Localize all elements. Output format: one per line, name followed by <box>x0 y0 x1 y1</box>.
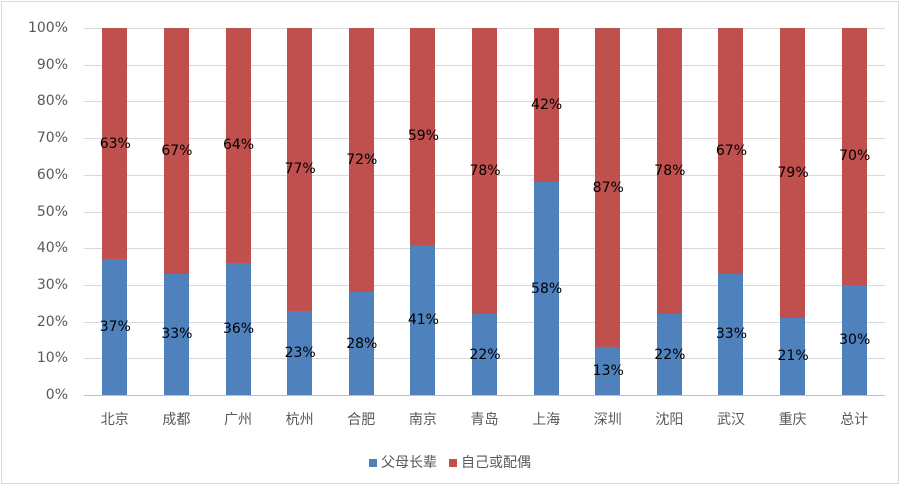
data-label: 79% <box>777 164 809 181</box>
data-label: 42% <box>531 97 563 114</box>
data-label: 33% <box>715 326 748 343</box>
legend-label: 自己或配偶 <box>461 455 531 471</box>
data-label: 64% <box>222 137 255 154</box>
data-label: 78% <box>654 163 686 180</box>
bar-stack[interactable]: 37% 63% <box>100 28 131 395</box>
data-label: 22% <box>469 346 501 363</box>
data-label: 63% <box>99 135 131 152</box>
x-tick-label: 总计 <box>840 412 869 428</box>
plot-area: 37% 63% 33% 67% 36% 64% 23% 77% 28% 72% 41% 59% 22% 7… <box>84 28 885 396</box>
bar-stack[interactable]: 22% 78% <box>469 28 501 395</box>
bar-stack[interactable]: 36% 64% <box>223 28 254 395</box>
bar-segment[interactable] <box>287 28 313 311</box>
data-label: 36% <box>222 320 255 337</box>
legend-swatch-icon <box>449 459 457 467</box>
bar-segment[interactable] <box>595 347 621 395</box>
x-tick-label: 广州 <box>224 412 253 428</box>
data-label: 67% <box>161 142 193 159</box>
x-tick-label: 上海 <box>532 412 561 428</box>
y-tick-label: 10% <box>36 350 68 367</box>
data-label: 70% <box>839 148 871 165</box>
data-label: 59% <box>407 128 439 145</box>
bar-segment[interactable] <box>841 28 867 285</box>
bar-stack[interactable]: 13% 87% <box>593 28 624 395</box>
x-tick-label: 合肥 <box>347 412 376 428</box>
data-label: 30% <box>839 331 871 348</box>
legend-item[interactable]: 父母长辈 <box>369 452 437 472</box>
x-tick-label: 北京 <box>100 412 129 428</box>
bar-segment[interactable] <box>533 28 559 183</box>
y-tick-label: 50% <box>36 203 68 220</box>
legend-item[interactable]: 自己或配偶 <box>449 452 531 472</box>
bar-segment[interactable] <box>472 314 497 395</box>
data-label: 21% <box>777 348 809 365</box>
x-tick-label: 杭州 <box>285 412 314 428</box>
x-tick-label: 深圳 <box>593 412 622 428</box>
bar-segment[interactable] <box>472 28 497 315</box>
y-tick-label: 0% <box>45 387 68 403</box>
y-tick-label: 60% <box>36 166 68 183</box>
data-label: 78% <box>469 163 501 180</box>
bar-segment[interactable] <box>533 182 559 395</box>
bar-segment[interactable] <box>102 259 128 395</box>
bar-segment[interactable] <box>595 28 621 348</box>
x-tick-label: 重庆 <box>778 412 807 428</box>
bar-segment[interactable] <box>163 28 189 274</box>
data-label: 58% <box>531 280 563 297</box>
bar-segment[interactable] <box>718 28 744 274</box>
bar-segment[interactable] <box>163 273 189 395</box>
bar-stack[interactable]: 23% 77% <box>285 28 316 395</box>
x-tick-label: 武汉 <box>716 412 745 428</box>
data-label: 13% <box>592 363 624 380</box>
y-tick-label: 80% <box>36 93 68 110</box>
data-label: 22% <box>654 346 686 363</box>
y-tick-label: 70% <box>36 130 68 147</box>
bar-segment[interactable] <box>410 28 436 245</box>
bar-segment[interactable] <box>225 28 251 263</box>
bar-segment[interactable] <box>348 292 374 395</box>
legend: 父母长辈 自己或配偶 <box>0 452 900 472</box>
bar-stack[interactable]: 33% 67% <box>716 28 747 395</box>
bar-segment[interactable] <box>656 314 682 395</box>
x-tick-label: 成都 <box>162 412 191 428</box>
legend-label: 父母长辈 <box>381 455 437 471</box>
x-tick-label: 南京 <box>408 412 437 428</box>
y-tick-label: 90% <box>36 56 68 73</box>
data-label: 33% <box>161 326 193 343</box>
x-tick-label: 青岛 <box>470 412 499 428</box>
y-tick-label: 100% <box>27 20 68 36</box>
gridline <box>84 395 885 396</box>
data-label: 72% <box>346 152 378 169</box>
bar-segment[interactable] <box>348 28 374 293</box>
data-label: 23% <box>284 344 316 361</box>
data-label: 28% <box>346 335 378 352</box>
bar-stack[interactable]: 33% 67% <box>161 28 192 395</box>
bar-segment[interactable] <box>656 28 682 315</box>
data-label: 77% <box>284 161 316 178</box>
bar-segment[interactable] <box>225 262 251 395</box>
y-tick-label: 30% <box>36 276 68 293</box>
bar-segment[interactable] <box>410 244 436 395</box>
data-label: 41% <box>407 311 439 328</box>
y-tick-label: 40% <box>36 240 68 257</box>
data-label: 67% <box>715 142 748 159</box>
bar-segment[interactable] <box>780 28 806 318</box>
bar-segment[interactable] <box>287 310 313 395</box>
bar-stack[interactable]: 28% 72% <box>346 28 377 395</box>
bar-segment[interactable] <box>718 273 744 395</box>
bar-segment[interactable] <box>780 317 806 395</box>
bar-stack[interactable]: 30% 70% <box>839 28 870 395</box>
data-label: 87% <box>592 179 624 196</box>
x-tick-label: 沈阳 <box>655 412 684 428</box>
bar-stack[interactable]: 58% 42% <box>531 28 562 395</box>
y-tick-label: 20% <box>36 313 68 330</box>
bar-stack[interactable]: 41% 59% <box>408 28 439 395</box>
bar-segment[interactable] <box>841 284 867 395</box>
data-label: 37% <box>99 319 131 336</box>
bar-segment[interactable] <box>102 28 128 260</box>
bar-stack[interactable]: 22% 78% <box>654 28 685 395</box>
legend-swatch-icon <box>369 459 377 467</box>
bar-stack[interactable]: 21% 79% <box>778 28 809 395</box>
